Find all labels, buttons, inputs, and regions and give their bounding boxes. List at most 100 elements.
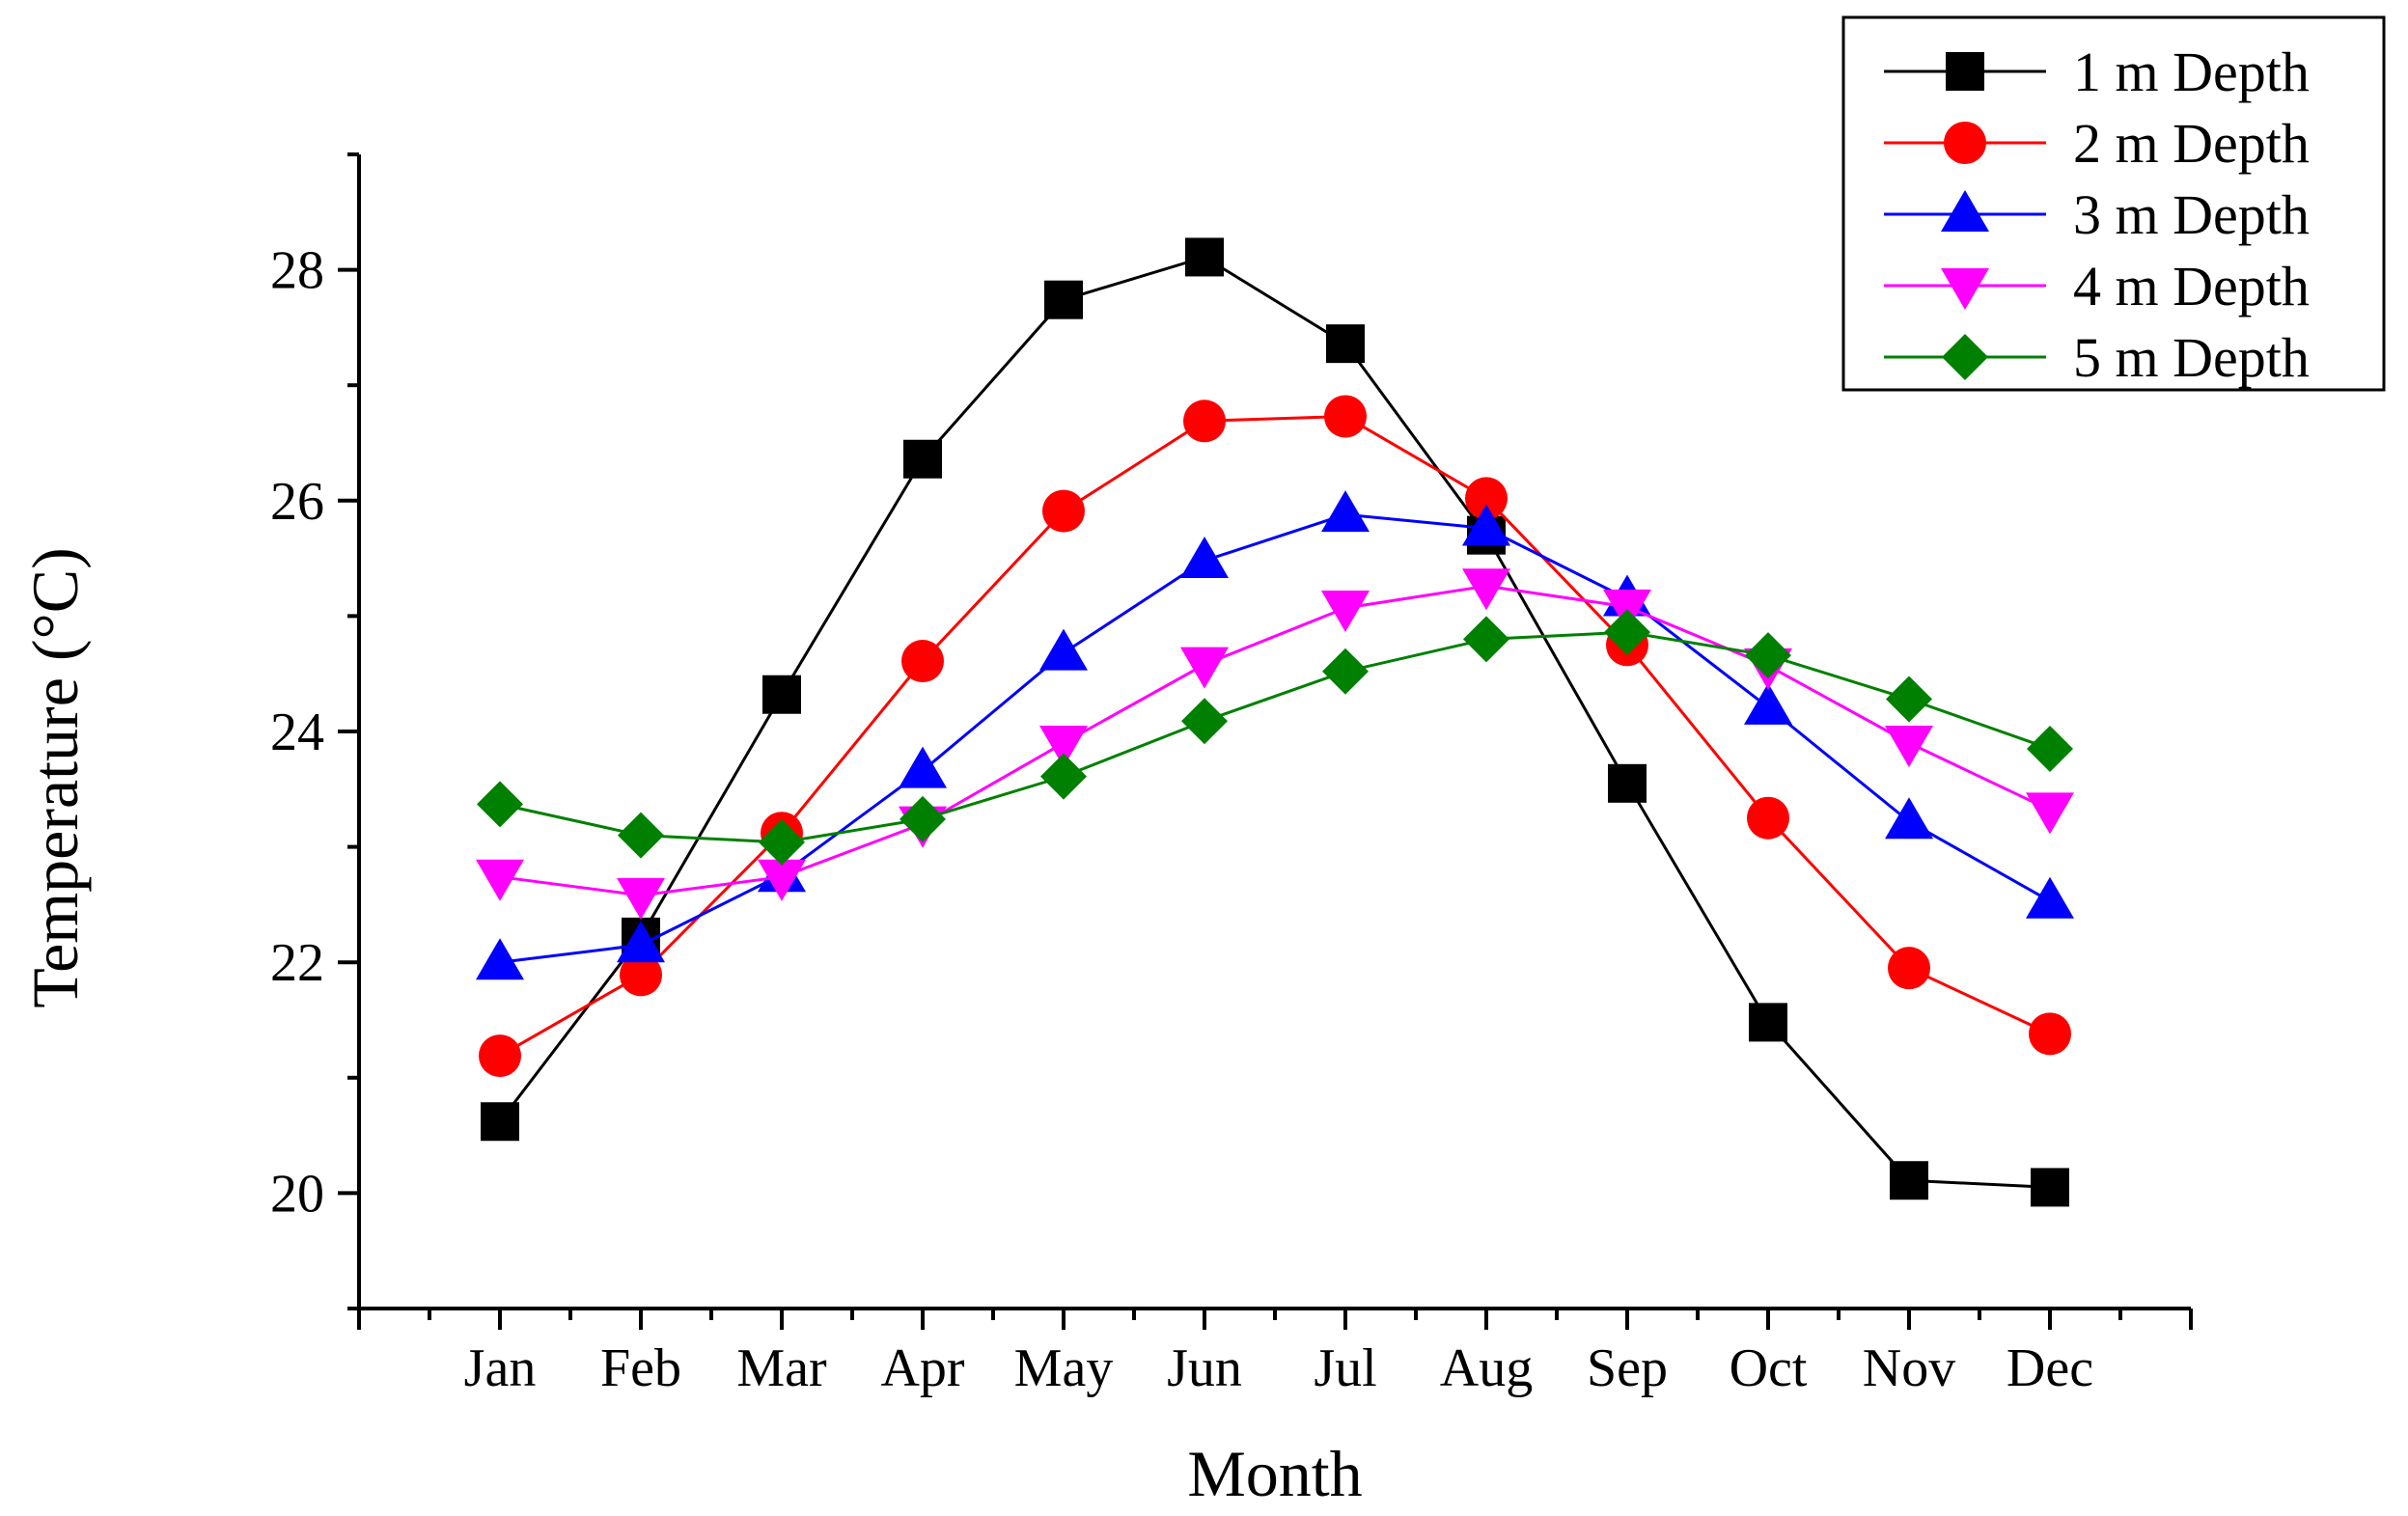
data-point xyxy=(1604,609,1650,656)
series-2m-depth xyxy=(479,395,2071,1078)
data-point xyxy=(762,675,801,714)
x-tick-label-mar: Mar xyxy=(736,1338,827,1398)
data-point xyxy=(1462,504,1510,546)
data-point xyxy=(618,812,664,859)
data-point xyxy=(2031,1168,2069,1207)
data-point xyxy=(617,877,665,920)
series-line-4m-depth xyxy=(499,584,2051,897)
legend-item-2m-depth: 2 m Depth xyxy=(1884,112,2310,175)
data-point xyxy=(2026,792,2074,835)
data-point xyxy=(620,953,662,997)
data-point xyxy=(759,818,805,866)
data-point xyxy=(899,746,947,788)
series-1m-depth xyxy=(481,237,2069,1207)
x-tick-label-jan: Jan xyxy=(464,1338,537,1398)
data-point xyxy=(1040,753,1087,800)
data-point xyxy=(1322,648,1369,695)
series-line-2m-depth xyxy=(499,414,2051,1058)
data-point xyxy=(1321,591,1370,633)
data-point xyxy=(1321,490,1370,533)
data-point xyxy=(1890,1161,1928,1200)
data-point xyxy=(1181,698,1228,745)
x-tick-label-dec: Dec xyxy=(2007,1338,2093,1398)
y-tick-label: 28 xyxy=(270,241,324,301)
data-point xyxy=(1465,477,1508,520)
x-tick-label-may: May xyxy=(1014,1338,1114,1398)
legend-label: 3 m Depth xyxy=(2073,183,2310,246)
legend-box xyxy=(1841,15,2386,392)
data-point xyxy=(758,859,806,901)
data-point xyxy=(2027,725,2073,772)
legend-item-5m-depth: 5 m Depth xyxy=(1884,326,2310,389)
y-tick-label: 22 xyxy=(270,933,324,993)
data-point xyxy=(1039,628,1088,671)
data-point xyxy=(476,938,524,980)
data-point xyxy=(1324,395,1367,438)
x-tick-label-jul: Jul xyxy=(1314,1338,1376,1398)
data-point xyxy=(477,781,523,828)
data-point xyxy=(1745,632,1791,679)
data-point xyxy=(2026,876,2074,919)
legend-marker xyxy=(1941,190,1989,232)
y-tick-label: 26 xyxy=(270,472,324,532)
data-point xyxy=(1747,796,1789,840)
legend-marker xyxy=(1941,268,1989,310)
data-point xyxy=(1183,400,1226,443)
data-point xyxy=(1744,682,1792,725)
series-4m-depth xyxy=(476,568,2074,920)
data-point xyxy=(2029,1012,2071,1056)
data-point xyxy=(1886,675,1932,723)
x-tick-label-feb: Feb xyxy=(600,1338,681,1398)
x-tick-label-apr: Apr xyxy=(880,1338,964,1398)
legend-label: 1 m Depth xyxy=(2073,41,2310,103)
legend-label: 4 m Depth xyxy=(2073,255,2310,317)
data-point xyxy=(479,1034,521,1078)
legend-marker xyxy=(1942,334,1988,380)
data-point xyxy=(1608,763,1647,803)
data-point xyxy=(1039,725,1088,767)
data-point xyxy=(617,921,665,963)
data-point xyxy=(1326,324,1365,364)
data-point xyxy=(1044,280,1083,319)
x-tick-label-oct: Oct xyxy=(1730,1338,1808,1398)
data-point xyxy=(481,1102,519,1142)
legend-marker xyxy=(1944,122,1986,164)
legend-item-3m-depth: 3 m Depth xyxy=(1884,183,2310,246)
axes: 20 22 24 26 28 Jan Feb Mar Apr May Jun Jul Aug Sep Oct… xyxy=(270,152,2193,1398)
data-point xyxy=(1885,797,1933,840)
x-tick-label-sep: Sep xyxy=(1587,1338,1668,1398)
data-point xyxy=(1888,947,1930,990)
data-point xyxy=(1749,1003,1787,1042)
data-point xyxy=(1042,489,1085,533)
data-point xyxy=(900,795,946,842)
legend: 1 m Depth 2 m Depth 3 m Depth 4 m Depth 5 m … xyxy=(1841,15,2386,392)
series-layer xyxy=(476,237,2074,1207)
legend-label: 2 m Depth xyxy=(2073,112,2310,175)
data-point xyxy=(901,640,944,683)
x-tick-label-aug: Aug xyxy=(1440,1338,1533,1398)
legend-marker xyxy=(1946,52,1984,91)
series-5m-depth xyxy=(477,609,2073,866)
data-point xyxy=(476,859,524,901)
legend-label: 5 m Depth xyxy=(2073,326,2310,389)
series-line-5m-depth xyxy=(499,630,2051,844)
data-point xyxy=(1180,647,1229,689)
data-point xyxy=(1462,568,1510,611)
data-point xyxy=(1180,536,1229,578)
data-point xyxy=(1185,237,1224,277)
series-line-1m-depth xyxy=(498,255,2051,1189)
y-tick-label: 24 xyxy=(270,703,324,762)
y-axis-title: Temperature (°C) xyxy=(18,547,92,1007)
y-tick-label: 20 xyxy=(270,1164,324,1224)
data-point xyxy=(1463,616,1509,663)
series-line-3m-depth xyxy=(499,512,2051,964)
legend-item-4m-depth: 4 m Depth xyxy=(1884,255,2310,317)
data-point xyxy=(1885,725,1933,767)
x-tick-label-nov: Nov xyxy=(1863,1338,1955,1398)
series-3m-depth xyxy=(476,490,2074,980)
data-point xyxy=(903,439,942,479)
x-axis-title: Month xyxy=(1187,1437,1362,1510)
legend-item-1m-depth: 1 m Depth xyxy=(1884,41,2310,103)
x-tick-label-jun: Jun xyxy=(1167,1338,1242,1398)
